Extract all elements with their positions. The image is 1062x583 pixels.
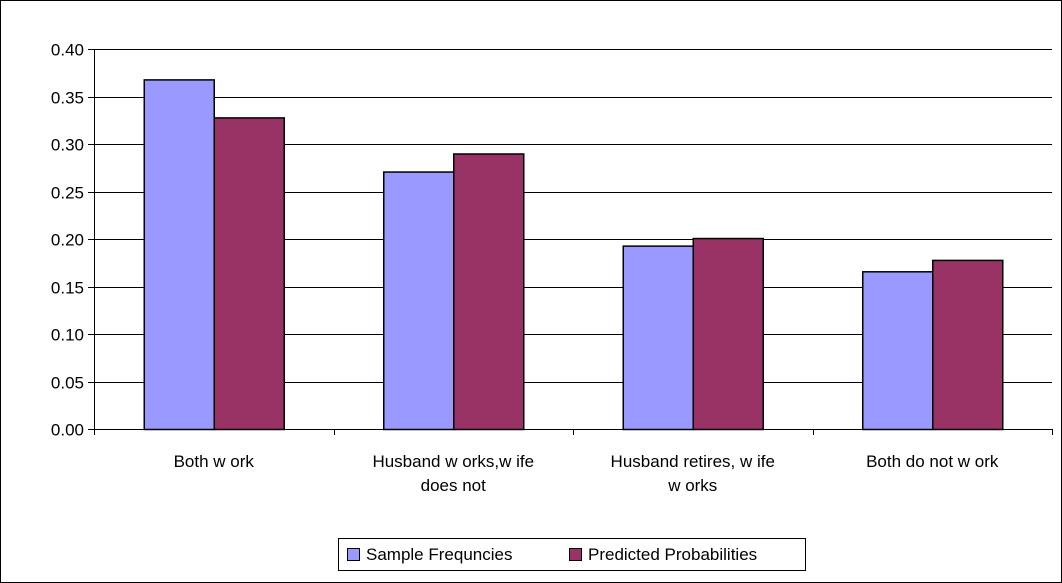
y-tick-label: 0.00 <box>51 421 84 440</box>
y-tick-label: 0.15 <box>51 279 84 298</box>
y-tick-label: 0.20 <box>51 231 84 250</box>
legend: Sample Frequncies Predicted Probabilities <box>338 538 806 571</box>
bar-predicted-probabilities <box>213 117 285 431</box>
bar-sample-frequncies <box>383 171 455 431</box>
bar-sample-frequncies <box>143 79 215 431</box>
x-category-label: Both do not w ork <box>866 452 999 471</box>
y-tick-label: 0.10 <box>51 326 84 345</box>
y-tick-label: 0.35 <box>51 89 84 108</box>
bar-predicted-probabilities <box>692 237 764 431</box>
y-tick-label: 0.30 <box>51 136 84 155</box>
legend-swatch <box>569 548 582 561</box>
y-tick-label: 0.05 <box>51 374 84 393</box>
legend-label: Sample Frequncies <box>366 545 512 564</box>
axes <box>88 49 1053 435</box>
y-tick-label: 0.40 <box>51 41 84 60</box>
x-category-label: Husband w orks,w ife does not <box>372 452 534 495</box>
bar-sample-frequncies <box>622 245 694 431</box>
y-tick-label: 0.25 <box>51 184 84 203</box>
bar-predicted-probabilities <box>453 153 525 431</box>
bar-sample-frequncies <box>862 271 934 431</box>
bars <box>143 79 1004 431</box>
x-category-label: Husband retires, w ife w orks <box>611 452 775 495</box>
bar-predicted-probabilities <box>932 259 1004 431</box>
axis-labels: 0.00 0.05 0.10 0.15 0.20 0.25 0.30 0.35 0.40 Both… <box>51 41 999 496</box>
legend-label: Predicted Probabilities <box>588 545 757 564</box>
legend-swatch <box>347 548 360 561</box>
x-category-label: Both w ork <box>174 452 255 471</box>
